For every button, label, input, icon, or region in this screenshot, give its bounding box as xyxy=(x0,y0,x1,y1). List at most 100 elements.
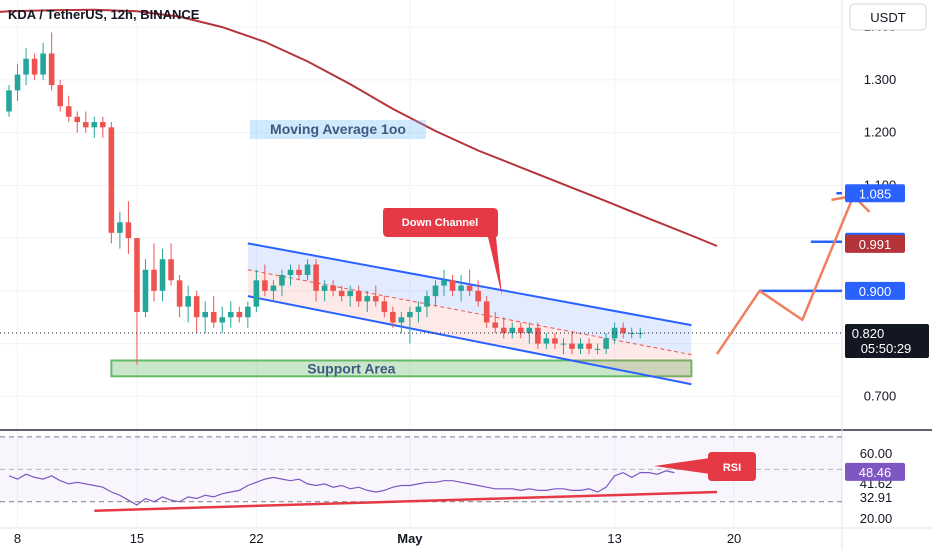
candle[interactable] xyxy=(31,53,38,80)
current-price-tag[interactable] xyxy=(845,324,929,359)
candle[interactable] xyxy=(509,322,516,339)
candle[interactable] xyxy=(483,296,490,328)
candle[interactable] xyxy=(347,285,353,307)
candle[interactable] xyxy=(355,285,362,307)
candle[interactable] xyxy=(338,285,345,302)
candle[interactable] xyxy=(151,243,157,302)
candle-body xyxy=(65,106,72,117)
candle[interactable] xyxy=(458,275,464,302)
rsi-callout[interactable] xyxy=(708,452,756,481)
candle[interactable] xyxy=(219,306,226,334)
candle[interactable] xyxy=(449,275,456,297)
candle[interactable] xyxy=(202,301,208,334)
candle[interactable] xyxy=(518,322,524,339)
candle[interactable] xyxy=(210,296,217,328)
target-price-tag[interactable] xyxy=(845,281,905,300)
candle[interactable] xyxy=(466,269,473,297)
candle[interactable] xyxy=(432,280,439,307)
candle[interactable] xyxy=(262,264,268,297)
rsi-current-tag[interactable] xyxy=(845,462,905,481)
moving-average-line[interactable] xyxy=(0,8,718,247)
candle[interactable] xyxy=(415,301,422,323)
candle[interactable] xyxy=(577,338,584,355)
candle[interactable] xyxy=(57,79,63,112)
candle[interactable] xyxy=(603,333,609,355)
candle[interactable] xyxy=(424,290,430,318)
candle[interactable] xyxy=(296,264,302,281)
price-pane[interactable]: Support Area Moving Average 1oo xyxy=(0,8,871,386)
support-area[interactable] xyxy=(110,359,693,378)
down-channel-callout[interactable] xyxy=(383,208,502,296)
time-axis[interactable]: 8 15 22 May 13 20 xyxy=(0,527,932,546)
channel-lower-line[interactable] xyxy=(247,295,692,386)
rsi-line[interactable] xyxy=(8,470,675,506)
candle[interactable] xyxy=(628,327,635,339)
candle[interactable] xyxy=(560,338,567,355)
candle[interactable] xyxy=(245,301,251,328)
candle[interactable] xyxy=(321,280,328,302)
candle[interactable] xyxy=(253,269,260,312)
candle[interactable] xyxy=(364,290,371,312)
candle[interactable] xyxy=(586,338,592,355)
candle[interactable] xyxy=(407,306,413,344)
candle[interactable] xyxy=(611,322,618,344)
candle-body xyxy=(40,53,46,75)
candle[interactable] xyxy=(535,322,541,349)
candle[interactable] xyxy=(330,280,336,297)
candle[interactable] xyxy=(270,280,277,302)
rsi-trendline[interactable] xyxy=(94,490,718,512)
candle[interactable] xyxy=(193,290,200,334)
currency-button[interactable] xyxy=(849,3,927,31)
candle-body xyxy=(117,222,123,233)
currency-label[interactable]: USDT xyxy=(870,10,905,25)
candle[interactable] xyxy=(125,201,132,254)
candle[interactable] xyxy=(398,311,405,334)
candle[interactable] xyxy=(304,259,311,281)
candle[interactable] xyxy=(91,116,98,138)
candle[interactable] xyxy=(48,32,55,91)
candle[interactable] xyxy=(526,322,533,344)
candle[interactable] xyxy=(108,122,115,244)
projection-path[interactable] xyxy=(715,195,855,355)
candle[interactable] xyxy=(168,243,174,286)
candle[interactable] xyxy=(65,95,72,123)
candle[interactable] xyxy=(6,85,12,117)
candle-body xyxy=(620,327,626,334)
candle[interactable] xyxy=(185,285,191,323)
candle[interactable] xyxy=(100,116,106,138)
price-axis[interactable]: 1.4001.3001.2001.1000.7001.0850.9930.900… xyxy=(845,19,929,526)
candle[interactable] xyxy=(176,275,183,318)
candle[interactable] xyxy=(390,306,396,328)
candle-body xyxy=(296,269,302,276)
candle[interactable] xyxy=(279,269,285,297)
candle[interactable] xyxy=(543,333,550,349)
candle[interactable] xyxy=(475,280,481,307)
candle[interactable] xyxy=(14,64,21,101)
candle[interactable] xyxy=(313,259,319,302)
candle-body xyxy=(518,327,524,334)
candle[interactable] xyxy=(441,269,447,297)
candle[interactable] xyxy=(82,111,89,133)
candle[interactable] xyxy=(23,48,29,86)
candle[interactable] xyxy=(372,285,379,307)
candle[interactable] xyxy=(594,343,601,355)
candle[interactable] xyxy=(287,264,294,286)
target-price-tag[interactable] xyxy=(845,184,905,203)
candle[interactable] xyxy=(236,306,243,323)
candle[interactable] xyxy=(117,211,123,249)
candle[interactable] xyxy=(40,42,46,80)
ma-price-tag[interactable] xyxy=(845,234,905,253)
candle[interactable] xyxy=(569,333,575,355)
candle[interactable] xyxy=(227,301,234,328)
candle[interactable] xyxy=(492,311,499,334)
candle[interactable] xyxy=(381,296,388,318)
candle-body xyxy=(603,338,609,349)
candle[interactable] xyxy=(142,259,149,318)
candle[interactable] xyxy=(620,322,626,339)
candle[interactable] xyxy=(134,238,140,365)
candle[interactable] xyxy=(500,317,507,339)
candle-body xyxy=(364,296,371,302)
candle[interactable] xyxy=(74,111,81,133)
candle[interactable] xyxy=(159,248,166,302)
candle[interactable] xyxy=(552,333,558,349)
